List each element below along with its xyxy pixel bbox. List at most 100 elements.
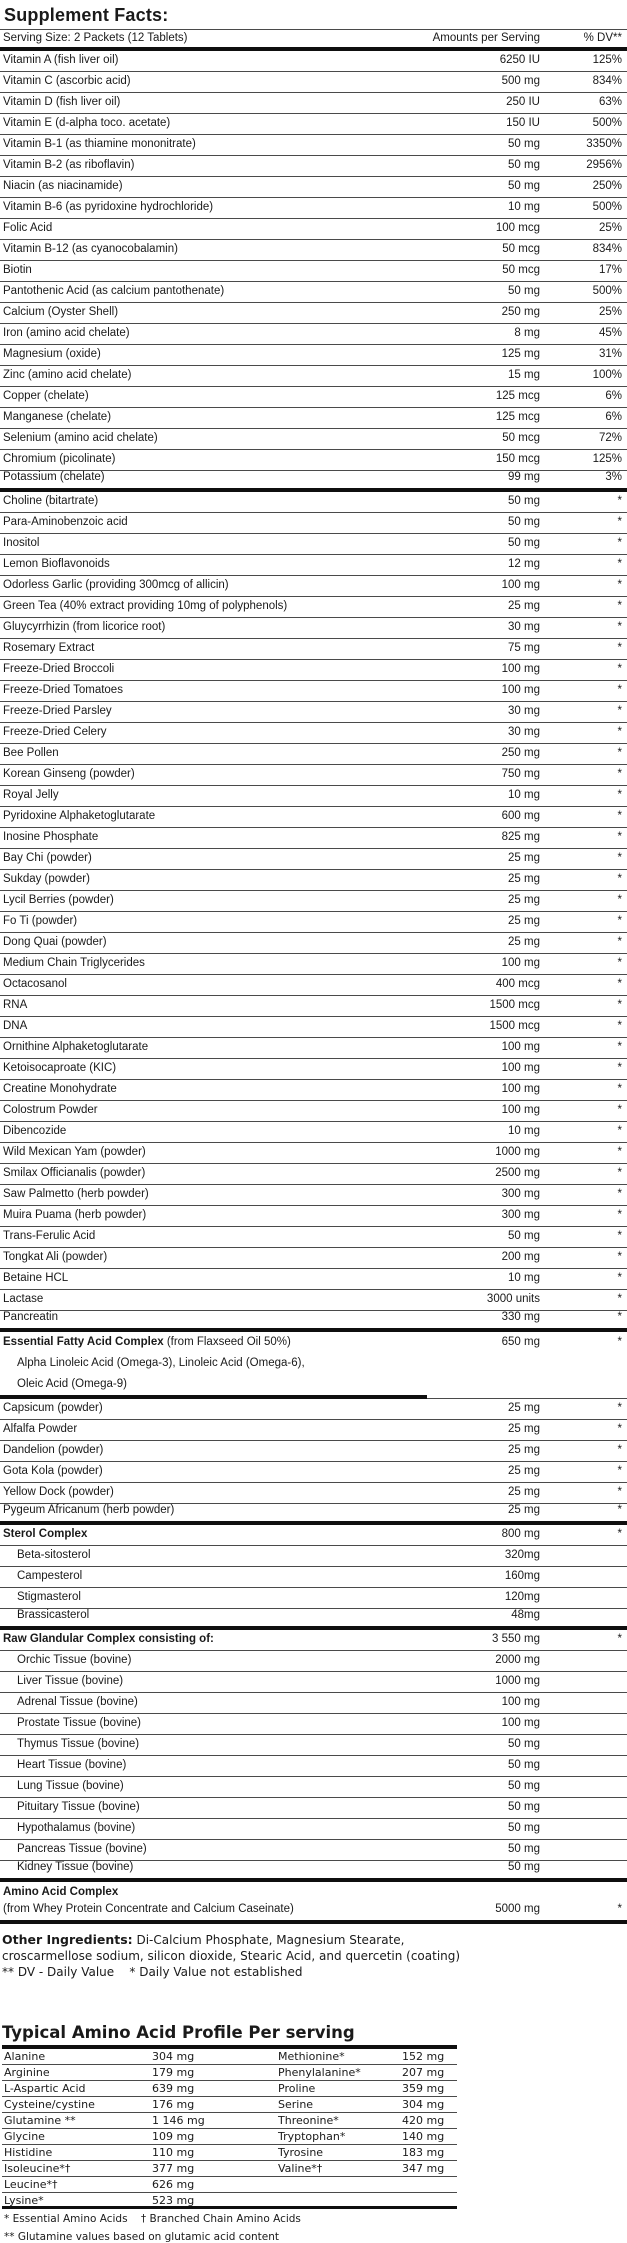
table-row: Yellow Dock (powder) 25 mg * bbox=[0, 1483, 627, 1504]
table-row: Calcium (Oyster Shell) 250 mg 25% bbox=[0, 303, 627, 324]
table-row: Inositol 50 mg * bbox=[0, 534, 627, 555]
amount-value: 50 mcg bbox=[502, 264, 540, 276]
amount-value: 10 mg bbox=[508, 789, 540, 801]
amount-value: 160mg bbox=[504, 1570, 540, 1582]
ingredient-name: Iron (amino acid chelate) bbox=[3, 327, 130, 339]
dv-value: 500% bbox=[592, 117, 622, 129]
ingredient-name: Capsicum (powder) bbox=[3, 1402, 103, 1414]
ingredient-name: Prostate Tissue (bovine) bbox=[17, 1717, 142, 1729]
amount-value: 12 mg bbox=[508, 558, 540, 570]
table-row: Odorless Garlic (providing 300mcg of all… bbox=[0, 576, 627, 597]
ingredient-name: Pantothenic Acid (as calcium pantothenat… bbox=[3, 285, 225, 297]
table-row: Vitamin B-6 (as pyridoxine hydrochloride… bbox=[0, 198, 627, 219]
amount-value: 50 mg bbox=[508, 1780, 540, 1792]
amount-value: 6250 IU bbox=[499, 54, 540, 66]
dv-value: 2956% bbox=[586, 159, 622, 171]
ingredient-name: Bee Pollen bbox=[3, 747, 59, 759]
dv-value: * bbox=[617, 999, 622, 1011]
ingredient-name: Ornithine Alphaketoglutarate bbox=[3, 1041, 149, 1053]
dv-value: 834% bbox=[592, 243, 622, 255]
amount-value: 50 mg bbox=[508, 159, 540, 171]
dv-value: 100% bbox=[592, 369, 622, 381]
amino-value: 626 mg bbox=[152, 2178, 195, 2191]
ingredient-name: Manganese (chelate) bbox=[3, 411, 112, 423]
amino-value: 176 mg bbox=[152, 2098, 195, 2111]
ingredient-name: Lung Tissue (bovine) bbox=[17, 1780, 124, 1792]
dv-value: * bbox=[617, 558, 622, 570]
table-row: Wild Mexican Yam (powder) 1000 mg * bbox=[0, 1143, 627, 1164]
amount-value: 825 mg bbox=[501, 831, 540, 843]
table-row: Amino Acid Complex bbox=[0, 1882, 627, 1903]
amino-name: Phenylalanine* bbox=[278, 2066, 361, 2079]
table-row: Sterol Complex 800 mg * bbox=[0, 1525, 627, 1546]
ingredient-name: Vitamin A (fish liver oil) bbox=[3, 54, 119, 66]
dv-value: * bbox=[617, 1465, 622, 1477]
amino-name: Methionine* bbox=[278, 2050, 345, 2063]
amount-value: 100 mg bbox=[501, 1041, 540, 1053]
amount-value: 50 mg bbox=[508, 138, 540, 150]
table-row: Pituitary Tissue (bovine) 50 mg bbox=[0, 1798, 627, 1819]
ingredient-name: Royal Jelly bbox=[3, 789, 59, 801]
dv-value: * bbox=[617, 894, 622, 906]
table-row: Campesterol 160mg bbox=[0, 1567, 627, 1588]
dv-value: 500% bbox=[592, 201, 622, 213]
dv-value: * bbox=[617, 789, 622, 801]
percent-dv-header: % DV** bbox=[583, 32, 622, 44]
amount-value: 150 IU bbox=[506, 117, 540, 129]
table-row: Alfalfa Powder 25 mg * bbox=[0, 1420, 627, 1441]
table-row: Freeze-Dried Parsley 30 mg * bbox=[0, 702, 627, 723]
amount-value: 100 mg bbox=[501, 579, 540, 591]
table-row: Rosemary Extract 75 mg * bbox=[0, 639, 627, 660]
ingredient-name: Liver Tissue (bovine) bbox=[17, 1675, 124, 1687]
table-row: Lung Tissue (bovine) 50 mg bbox=[0, 1777, 627, 1798]
table-row: Choline (bitartrate) 50 mg * bbox=[0, 492, 627, 513]
amino-profile-heading: Typical Amino Acid Profile Per serving bbox=[2, 2023, 355, 2042]
dv-value: * bbox=[617, 1062, 622, 1074]
amino-value: 420 mg bbox=[402, 2114, 445, 2127]
table-row: Iron (amino acid chelate) 8 mg 45% bbox=[0, 324, 627, 345]
table-row: Magnesium (oxide) 125 mg 31% bbox=[0, 345, 627, 366]
amount-value: 100 mg bbox=[501, 684, 540, 696]
ingredient-name: Inosine Phosphate bbox=[3, 831, 99, 843]
ingredient-name: Gluycyrrhizin (from licorice root) bbox=[3, 621, 166, 633]
amino-name: Cysteine/cystine bbox=[4, 2098, 95, 2111]
amino-acid-profile: Typical Amino Acid Profile Per serving A… bbox=[0, 2023, 627, 2243]
amount-value: 125 mcg bbox=[495, 390, 540, 402]
ingredient-name: Para-Aminobenzoic acid bbox=[3, 516, 128, 528]
table-row: Pyridoxine Alphaketoglutarate 600 mg * bbox=[0, 807, 627, 828]
dv-value: * bbox=[617, 1146, 622, 1158]
ingredient-name: Gota Kola (powder) bbox=[3, 1465, 103, 1477]
table-row: Essential Fatty Acid Complex (from Flaxs… bbox=[0, 1332, 627, 1353]
dv-value: 3% bbox=[605, 471, 622, 483]
ingredient-name: Trans-Ferulic Acid bbox=[3, 1230, 96, 1242]
ingredient-name: Alfalfa Powder bbox=[3, 1423, 78, 1435]
table-row: Korean Ginseng (powder) 750 mg * bbox=[0, 765, 627, 786]
table-row: Copper (chelate) 125 mcg 6% bbox=[0, 387, 627, 408]
table-row: Selenium (amino acid chelate) 50 mcg 72% bbox=[0, 429, 627, 450]
dv-value: * bbox=[617, 1125, 622, 1137]
ingredient-name: Dandelion (powder) bbox=[3, 1444, 104, 1456]
amount-value: 100 mg bbox=[501, 663, 540, 675]
dv-value: * bbox=[617, 1230, 622, 1242]
amount-value: 75 mg bbox=[508, 642, 540, 654]
ingredient-name: Lactase bbox=[3, 1293, 44, 1305]
ingredient-name: Lycil Berries (powder) bbox=[3, 894, 114, 906]
table-row: Lycil Berries (powder) 25 mg * bbox=[0, 891, 627, 912]
amino-row: L-Aspartic Acid 639 mg Proline 359 mg bbox=[2, 2081, 457, 2097]
amino-name: Isoleucine*† bbox=[4, 2162, 71, 2175]
dv-value: 6% bbox=[605, 390, 622, 402]
table-row: Pancreatin 330 mg * bbox=[0, 1311, 627, 1332]
table-row: Heart Tissue (bovine) 50 mg bbox=[0, 1756, 627, 1777]
amino-value: 359 mg bbox=[402, 2082, 445, 2095]
dv-value: * bbox=[617, 684, 622, 696]
table-row: Freeze-Dried Celery 30 mg * bbox=[0, 723, 627, 744]
amino-value: 152 mg bbox=[402, 2050, 445, 2063]
table-row: Green Tea (40% extract providing 10mg of… bbox=[0, 597, 627, 618]
dv-value: 6% bbox=[605, 411, 622, 423]
ingredient-name: Brassicasterol bbox=[17, 1609, 90, 1621]
table-row: Folic Acid 100 mcg 25% bbox=[0, 219, 627, 240]
ingredient-name: Freeze-Dried Broccoli bbox=[3, 663, 115, 675]
amount-value: 25 mg bbox=[508, 936, 540, 948]
table-row: Dong Quai (powder) 25 mg * bbox=[0, 933, 627, 954]
amount-value: 25 mg bbox=[508, 915, 540, 927]
